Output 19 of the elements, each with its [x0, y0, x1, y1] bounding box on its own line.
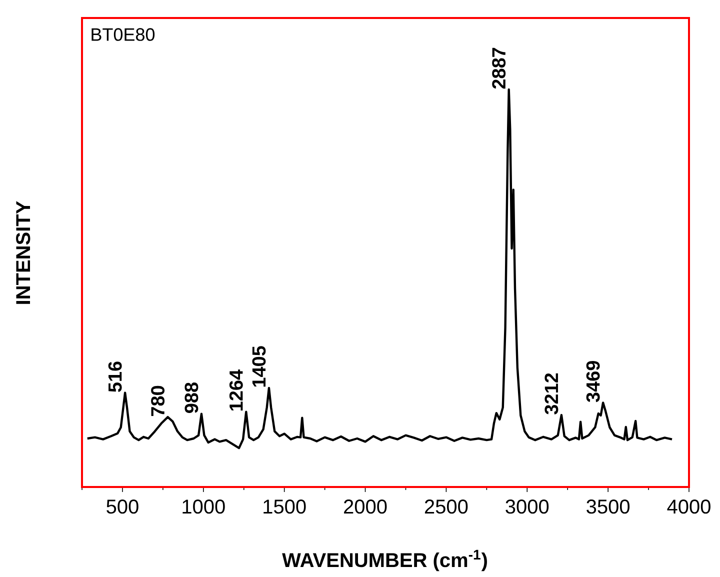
annotation: 516 [108, 362, 122, 392]
annotation: 3469 [586, 360, 600, 402]
x-tick-label: 3500 [586, 500, 630, 514]
annotation: 780 [151, 386, 165, 416]
annotation: 2887 [492, 48, 506, 89]
text: WAVENUMBER (cm$^{-1}$) [282, 550, 487, 572]
x-tick-label: 1000 [182, 500, 225, 514]
y-axis-title: INTENSITY [16, 201, 30, 304]
annotation: 1264 [229, 370, 243, 410]
x-tick-label: 3000 [506, 500, 549, 514]
text: BT0E80 [92, 28, 155, 41]
annotation: 1405 [252, 346, 266, 387]
x-tick-label: 4000 [667, 500, 710, 514]
x-tick-label: 2500 [424, 500, 468, 514]
annotation: 3212 [544, 373, 558, 414]
x-tick-label: 1500 [264, 500, 306, 514]
x-tick-label: 2000 [344, 500, 387, 514]
x-tick-label: 500 [106, 500, 138, 514]
annotation: 988 [184, 382, 198, 413]
